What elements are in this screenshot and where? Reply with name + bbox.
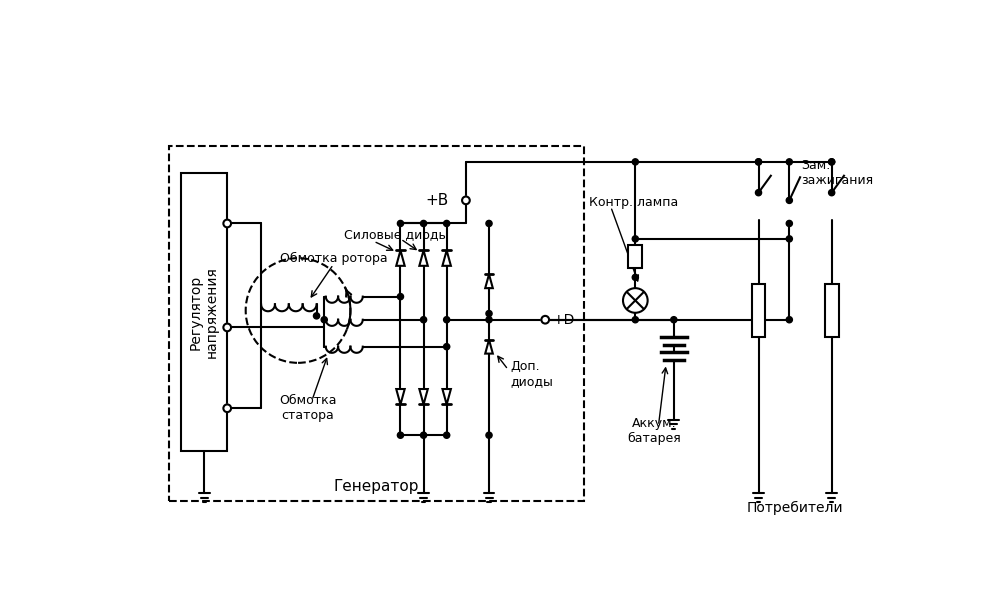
Bar — [169, 147, 583, 500]
Text: Зам.
зажигания: Зам. зажигания — [801, 159, 873, 188]
Circle shape — [223, 324, 231, 331]
Text: Обмотка ротора: Обмотка ротора — [280, 252, 387, 265]
Circle shape — [398, 221, 404, 227]
Circle shape — [223, 219, 231, 227]
Circle shape — [421, 316, 427, 323]
Circle shape — [756, 159, 762, 165]
Circle shape — [632, 316, 638, 323]
Circle shape — [632, 274, 638, 280]
Circle shape — [444, 343, 450, 349]
Text: Обмотка
статора: Обмотка статора — [279, 394, 337, 422]
Text: Аккум.
батарея: Аккум. батарея — [628, 417, 681, 445]
Circle shape — [398, 432, 404, 438]
Circle shape — [486, 310, 493, 316]
Circle shape — [398, 293, 404, 300]
Circle shape — [829, 189, 834, 196]
Circle shape — [421, 221, 427, 227]
Bar — [752, 284, 766, 337]
Circle shape — [787, 316, 793, 323]
Text: Генератор: Генератор — [334, 479, 420, 494]
Bar — [825, 284, 838, 337]
Circle shape — [462, 197, 470, 204]
Circle shape — [444, 432, 450, 438]
Circle shape — [787, 197, 793, 203]
Text: +В: +В — [425, 193, 449, 208]
Circle shape — [632, 236, 638, 242]
Bar — [628, 244, 642, 268]
Text: +D: +D — [553, 313, 575, 327]
Circle shape — [671, 316, 677, 323]
Circle shape — [632, 159, 638, 165]
Circle shape — [829, 159, 834, 165]
Text: Потребители: Потребители — [747, 501, 843, 516]
Text: Регулятор
напряжения: Регулятор напряжения — [189, 266, 219, 358]
Circle shape — [486, 432, 493, 438]
Circle shape — [444, 221, 450, 227]
Circle shape — [486, 221, 493, 227]
Circle shape — [787, 221, 793, 227]
Circle shape — [756, 189, 762, 196]
Circle shape — [787, 236, 793, 242]
Circle shape — [444, 316, 450, 323]
Circle shape — [313, 313, 320, 319]
Circle shape — [321, 316, 327, 323]
Text: Силовые диоды: Силовые диоды — [344, 229, 449, 241]
Circle shape — [541, 316, 549, 324]
Circle shape — [829, 159, 834, 165]
Circle shape — [223, 404, 231, 412]
Text: Контр. лампа: Контр. лампа — [589, 196, 678, 209]
Circle shape — [421, 432, 427, 438]
Circle shape — [787, 159, 793, 165]
Circle shape — [486, 316, 493, 323]
Text: Доп.
диоды: Доп. диоды — [510, 360, 553, 387]
Circle shape — [756, 159, 762, 165]
Bar — [181, 174, 227, 451]
